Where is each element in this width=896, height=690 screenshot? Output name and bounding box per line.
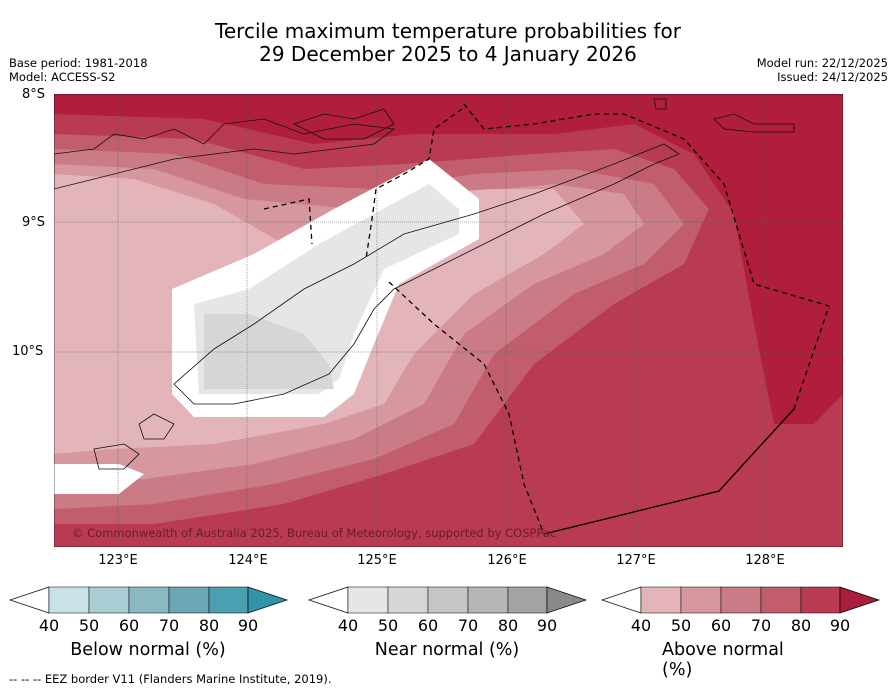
model-name: Model: ACCESS-S2	[9, 70, 116, 84]
lon-label-128e: 128°E	[745, 553, 785, 568]
coastlines	[54, 98, 795, 470]
timor-island-coast	[173, 143, 680, 405]
colorbar-above-bin-2	[680, 586, 722, 614]
colorbar-above	[600, 586, 881, 614]
colorbar-above-bin-1	[640, 586, 682, 614]
title-line-2: 29 December 2025 to 4 January 2026	[259, 42, 637, 66]
colorbar-below-bin-3	[128, 586, 170, 614]
lon-label-124e: 124°E	[228, 553, 268, 568]
cb-below-tick-60: 60	[118, 616, 140, 635]
colorbar-below-bin-5	[208, 586, 249, 614]
wetar-coast	[292, 108, 395, 140]
below-normal-label: Below normal (%)	[70, 640, 226, 660]
colorbar-below-bin-2	[88, 586, 130, 614]
colorbar-near-bin-2	[387, 586, 429, 614]
colorbar-near-low-arrow	[307, 586, 349, 614]
cb-above-tick-50: 50	[670, 616, 692, 635]
cb-near-tick-90: 90	[536, 616, 558, 635]
near-normal-label: Near normal (%)	[374, 640, 520, 660]
cb-below-tick-50: 50	[78, 616, 100, 635]
lon-label-123e: 123°E	[98, 553, 138, 568]
title-line-1: Tercile maximum temperature probabilitie…	[215, 19, 681, 43]
eez-border-east	[463, 103, 830, 410]
lat-label-8s: 8°S	[22, 87, 46, 102]
flores-alor-coast	[54, 118, 396, 190]
colorbar-above-high-arrow	[839, 586, 881, 614]
base-period: Base period: 1981-2018	[9, 56, 148, 70]
colorbar-near-high-arrow	[546, 586, 588, 614]
lon-label-126e: 126°E	[487, 553, 527, 568]
cb-above-tick-70: 70	[750, 616, 772, 635]
colorbar-below-bin-1	[48, 586, 90, 614]
cb-near-tick-70: 70	[457, 616, 479, 635]
eez-border-south	[388, 281, 545, 535]
probability-map: © Commonwealth of Australia 2025, Bureau…	[54, 94, 843, 547]
eez-border-west	[263, 198, 313, 245]
eez-border-solid	[543, 408, 795, 535]
lon-label-125e: 125°E	[357, 553, 397, 568]
above-normal-label: Above normal (%)	[662, 640, 784, 680]
colorbar-near	[307, 586, 588, 614]
cb-above-tick-60: 60	[710, 616, 732, 635]
colorbar-above-bin-4	[760, 586, 802, 614]
cb-above-tick-80: 80	[790, 616, 812, 635]
model-run: Model run: 22/12/2025	[756, 56, 888, 70]
band-white-sw	[54, 464, 144, 494]
lat-label-9s: 9°S	[22, 215, 46, 230]
issued-date: Issued: 24/12/2025	[777, 70, 888, 84]
meta-left: Base period: 1981-2018 Model: ACCESS-S2	[9, 56, 148, 84]
cb-above-tick-90: 90	[829, 616, 851, 635]
cb-below-tick-90: 90	[237, 616, 259, 635]
colorbar-near-bin-3	[427, 586, 469, 614]
gridlines	[54, 94, 843, 547]
lon-label-127e: 127°E	[616, 553, 656, 568]
small-island-coast	[653, 98, 667, 110]
cb-above-tick-40: 40	[630, 616, 652, 635]
cb-near-tick-40: 40	[337, 616, 359, 635]
colorbar-above-low-arrow	[600, 586, 642, 614]
cb-below-tick-40: 40	[38, 616, 60, 635]
colorbar-above-bin-5	[800, 586, 841, 614]
colorbar-near-bin-1	[347, 586, 389, 614]
meta-right: Model run: 22/12/2025 Issued: 24/12/2025	[757, 56, 888, 84]
roti-coast	[138, 413, 175, 440]
cb-below-tick-70: 70	[158, 616, 180, 635]
sawu-coast	[93, 443, 140, 470]
band-near-50	[204, 314, 334, 389]
copyright-text: © Commonwealth of Australia 2025, Bureau…	[72, 526, 556, 540]
cb-near-tick-50: 50	[377, 616, 399, 635]
lat-label-10s: 10°S	[12, 344, 44, 359]
cb-near-tick-80: 80	[497, 616, 519, 635]
colorbar-below-low-arrow	[8, 586, 50, 614]
eez-legend-footer: -- -- -- EEZ border V11 (Flanders Marine…	[9, 672, 332, 686]
map-title: Tercile maximum temperature probabilitie…	[0, 20, 896, 66]
eez-border-north	[365, 108, 463, 260]
colorbar-below	[8, 586, 289, 614]
colorbars	[8, 586, 881, 614]
colorbar-below-high-arrow	[247, 586, 289, 614]
babar-islands-coast	[713, 113, 795, 133]
cb-near-tick-60: 60	[417, 616, 439, 635]
colorbar-below-bin-4	[168, 586, 210, 614]
probability-contours	[54, 114, 843, 547]
colorbar-above-bin-3	[720, 586, 762, 614]
colorbar-near-bin-5	[507, 586, 548, 614]
eez-borders	[263, 103, 830, 535]
colorbar-near-bin-4	[467, 586, 509, 614]
cb-below-tick-80: 80	[198, 616, 220, 635]
